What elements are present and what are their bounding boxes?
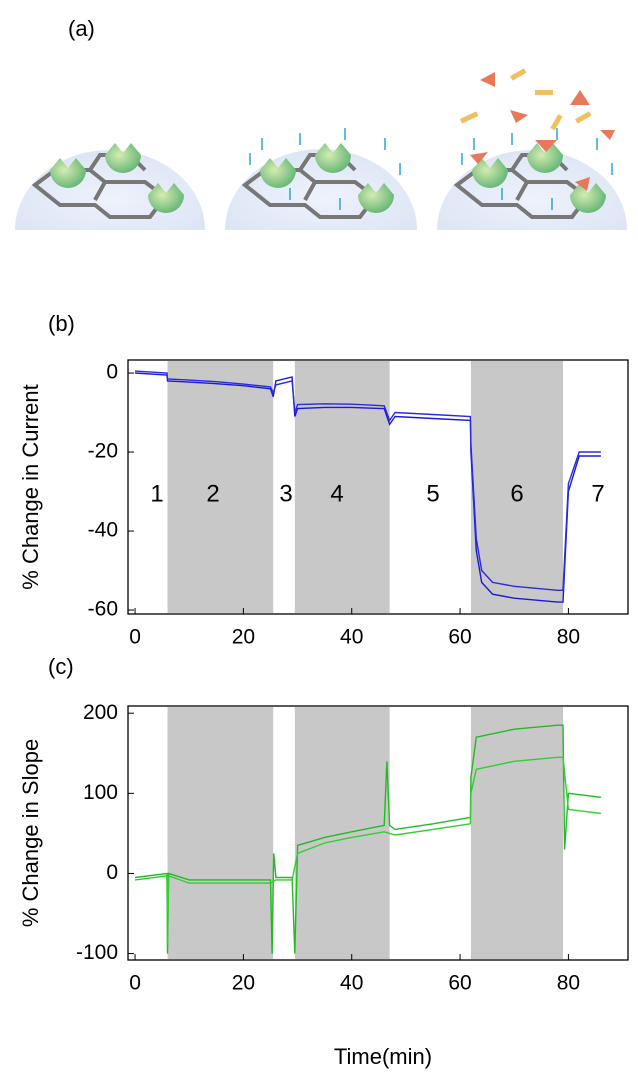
y-tick-label: -40	[88, 519, 118, 542]
y-tick-label: -60	[88, 598, 118, 621]
data-line	[134, 756, 601, 946]
data-line	[134, 372, 601, 603]
phase-label: 1	[150, 480, 163, 507]
phase-label: 2	[206, 480, 219, 507]
x-tick-label: 40	[340, 626, 363, 649]
x-tick-label: 80	[557, 972, 580, 995]
x-tick-label: 40	[340, 972, 363, 995]
y-tick-label: 0	[106, 861, 118, 884]
y-tick-label: -20	[88, 440, 118, 463]
x-tick-label: 80	[557, 626, 580, 649]
shaded-region	[167, 361, 274, 613]
phase-label: 7	[591, 480, 604, 507]
x-tick-label: 60	[448, 626, 471, 649]
panel-label: (b)	[48, 311, 75, 336]
x-tick-label: 0	[129, 972, 141, 995]
panel-label: (a)	[68, 16, 95, 41]
phase-label: 5	[426, 480, 439, 507]
y-tick-label: 100	[83, 781, 118, 804]
shaded-region	[470, 361, 563, 613]
phase-label: 3	[279, 480, 292, 507]
shaded-region	[167, 707, 274, 959]
shaded-region	[470, 707, 563, 959]
data-line	[134, 370, 601, 591]
x-tick-label: 0	[129, 626, 141, 649]
y-axis-label: % Change in Current	[18, 384, 43, 589]
axes-frame	[127, 705, 629, 961]
x-tick-label: 60	[448, 972, 471, 995]
y-axis-label: % Change in Slope	[18, 739, 43, 927]
x-tick-label: 20	[232, 626, 255, 649]
y-tick-label: 200	[83, 701, 118, 724]
data-line	[134, 724, 601, 954]
illustration	[15, 68, 627, 230]
y-tick-label: 0	[106, 361, 118, 384]
y-tick-label: -100	[76, 941, 118, 964]
phase-label: 4	[330, 480, 343, 507]
x-axis-label: Time(min)	[334, 1044, 432, 1069]
shaded-region	[294, 361, 390, 613]
x-tick-label: 20	[232, 972, 255, 995]
panel-label: (c)	[48, 654, 74, 679]
axes-frame	[127, 359, 629, 615]
phase-label: 6	[510, 480, 523, 507]
